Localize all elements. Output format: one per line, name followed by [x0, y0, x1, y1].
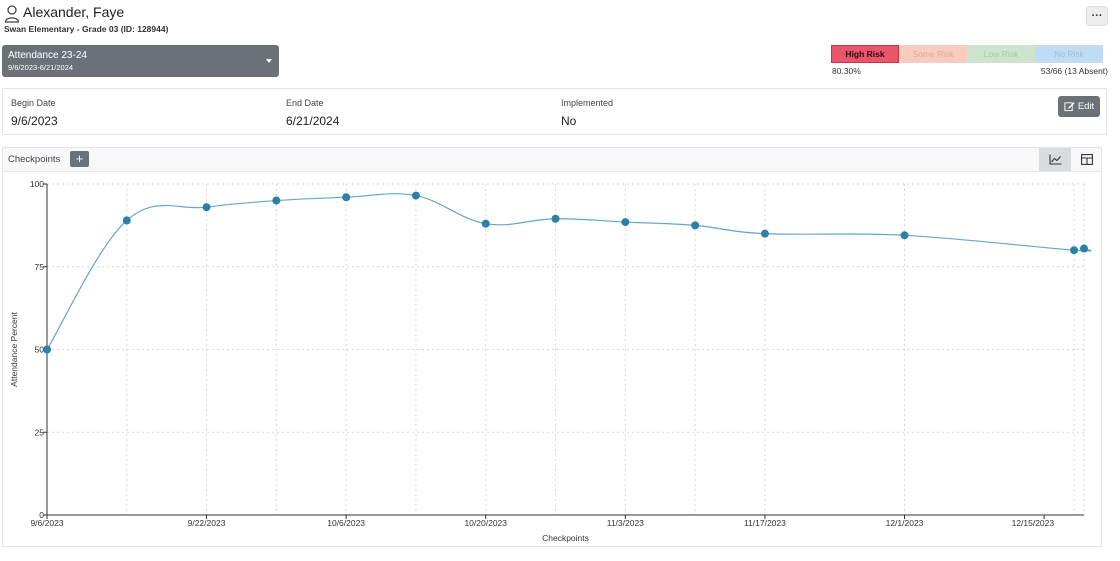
data-point: [621, 218, 630, 227]
data-point: [411, 191, 420, 200]
y-axis-title: Attendance Percent: [9, 312, 19, 387]
table-grid-icon: [1081, 154, 1093, 165]
y-axis-ticks: 0 25 50 75 100: [30, 179, 47, 520]
x-tick-label: 10/20/2023: [464, 518, 507, 528]
implemented-value: No: [561, 114, 577, 128]
dropdown-date-range: 9/6/2023-6/21/2024: [8, 63, 74, 72]
x-tick-label: 12/15/2023: [1012, 518, 1055, 528]
more-options-button[interactable]: ···: [1086, 6, 1108, 26]
risk-segment-none: No Risk: [1035, 45, 1103, 63]
begin-date-value: 9/6/2023: [11, 114, 58, 128]
checkpoints-title: Checkpoints: [8, 154, 61, 165]
y-tick-label: 25: [35, 427, 45, 437]
data-point: [900, 231, 909, 240]
y-tick-label: 50: [35, 345, 45, 355]
chart-view-button[interactable]: [1039, 148, 1071, 171]
x-tick-label: 12/1/2023: [886, 518, 924, 528]
data-point: [202, 203, 211, 212]
add-checkpoint-button[interactable]: +: [70, 151, 89, 167]
student-name: Alexander, Faye: [23, 4, 125, 20]
chart-grid: [47, 183, 1085, 515]
edit-label: Edit: [1077, 101, 1095, 112]
dropdown-title: Attendance 23-24: [8, 50, 87, 61]
begin-date-label: Begin Date: [11, 98, 56, 108]
risk-segment-low: Low Risk: [967, 45, 1035, 63]
data-point: [481, 219, 490, 228]
table-view-button[interactable]: [1071, 148, 1103, 171]
data-point: [122, 216, 131, 225]
implemented-label: Implemented: [561, 98, 614, 108]
x-axis-title: Checkpoints: [542, 533, 589, 543]
x-tick-label: 9/6/2023: [30, 518, 63, 528]
edit-button[interactable]: Edit: [1058, 96, 1100, 117]
edit-icon: [1064, 102, 1075, 112]
student-subtitle: Swan Elementary - Grade 03 (ID: 128944): [4, 24, 169, 34]
y-tick-label: 75: [35, 262, 45, 272]
y-tick-label: 0: [39, 510, 44, 520]
data-point: [760, 229, 769, 238]
data-point: [43, 345, 51, 354]
end-date-label: End Date: [286, 98, 324, 108]
attendance-percent: 80.30%: [832, 66, 861, 76]
x-tick-label: 9/22/2023: [188, 518, 226, 528]
details-panel: [2, 88, 1107, 135]
series-line: [46, 193, 1092, 350]
data-point: [1080, 244, 1088, 253]
x-tick-label: 11/17/2023: [744, 518, 786, 528]
risk-level-bar: High Risk Some Risk Low Risk No Risk: [831, 45, 1103, 63]
data-point: [272, 196, 281, 205]
attendance-period-dropdown[interactable]: Attendance 23-24 9/6/2023-6/21/2024: [2, 45, 279, 77]
line-chart-icon: [1048, 154, 1061, 165]
person-icon: [4, 5, 20, 23]
caret-down-icon: [266, 59, 272, 63]
series-attendance: [43, 191, 1092, 354]
attendance-days: 53/66 (13 Absent): [1040, 66, 1108, 76]
end-date-value: 6/21/2024: [286, 114, 340, 128]
x-tick-label: 11/3/2023: [607, 518, 644, 528]
data-point: [691, 221, 700, 230]
y-tick-label: 100: [30, 179, 44, 189]
checkpoints-panel: [2, 147, 1102, 547]
data-point: [342, 193, 351, 202]
data-point: [1070, 246, 1079, 255]
checkpoints-toolbar: [3, 148, 1101, 172]
risk-segment-some: Some Risk: [899, 45, 967, 63]
x-axis-ticks: 9/6/2023 9/22/2023 10/6/2023 10/20/2023 11/3…: [30, 515, 1054, 528]
x-tick-label: 10/6/2023: [327, 518, 365, 528]
data-point: [551, 214, 560, 223]
risk-segment-high: High Risk: [831, 45, 899, 63]
